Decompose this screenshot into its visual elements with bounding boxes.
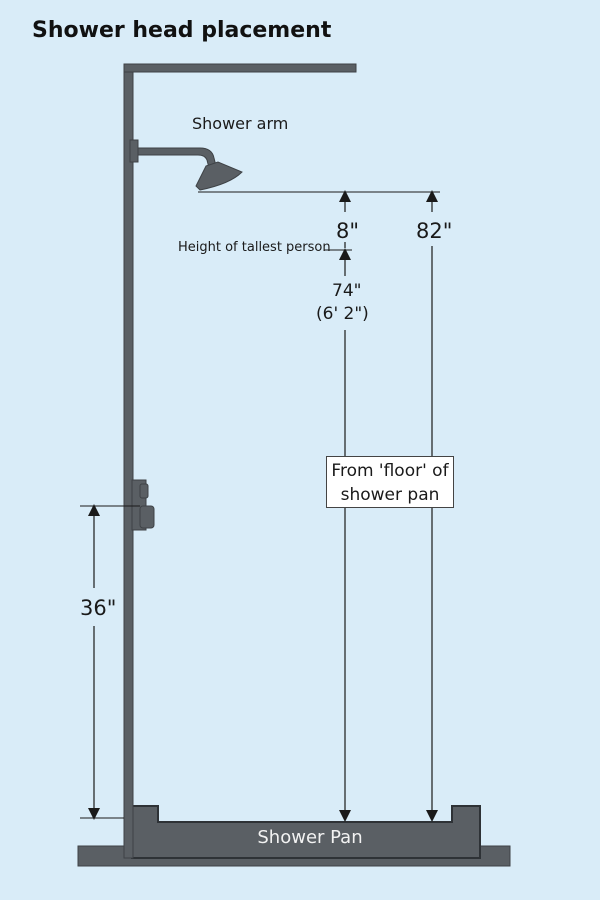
floor-note-line-1: From 'floor' of — [331, 461, 449, 481]
page-title: Shower head placement — [32, 18, 332, 43]
person-height-measurement: 74" — [332, 281, 362, 301]
shower-pan-label: Shower Pan — [257, 827, 363, 848]
tallest-person-label: Height of tallest person — [178, 240, 331, 255]
shower-head-icon — [195, 161, 243, 191]
valve-knob-top — [139, 483, 149, 499]
floor-note-box: From 'floor' of shower pan — [326, 456, 454, 508]
shower-pan — [131, 805, 481, 859]
shower-arm-pipe — [137, 147, 217, 169]
total-height-measurement: 82" — [416, 219, 453, 243]
floor-note-line-2: shower pan — [340, 485, 440, 505]
top-bar — [123, 63, 357, 73]
valve-height-measurement: 36" — [80, 596, 117, 620]
shower-arm-flange — [129, 139, 139, 163]
gap-measurement: 8" — [336, 219, 360, 243]
valve-knob-main — [139, 505, 155, 529]
riser-pipe — [123, 63, 134, 859]
person-height-feet: (6' 2") — [316, 304, 369, 324]
shower-arm-label: Shower arm — [192, 114, 289, 133]
